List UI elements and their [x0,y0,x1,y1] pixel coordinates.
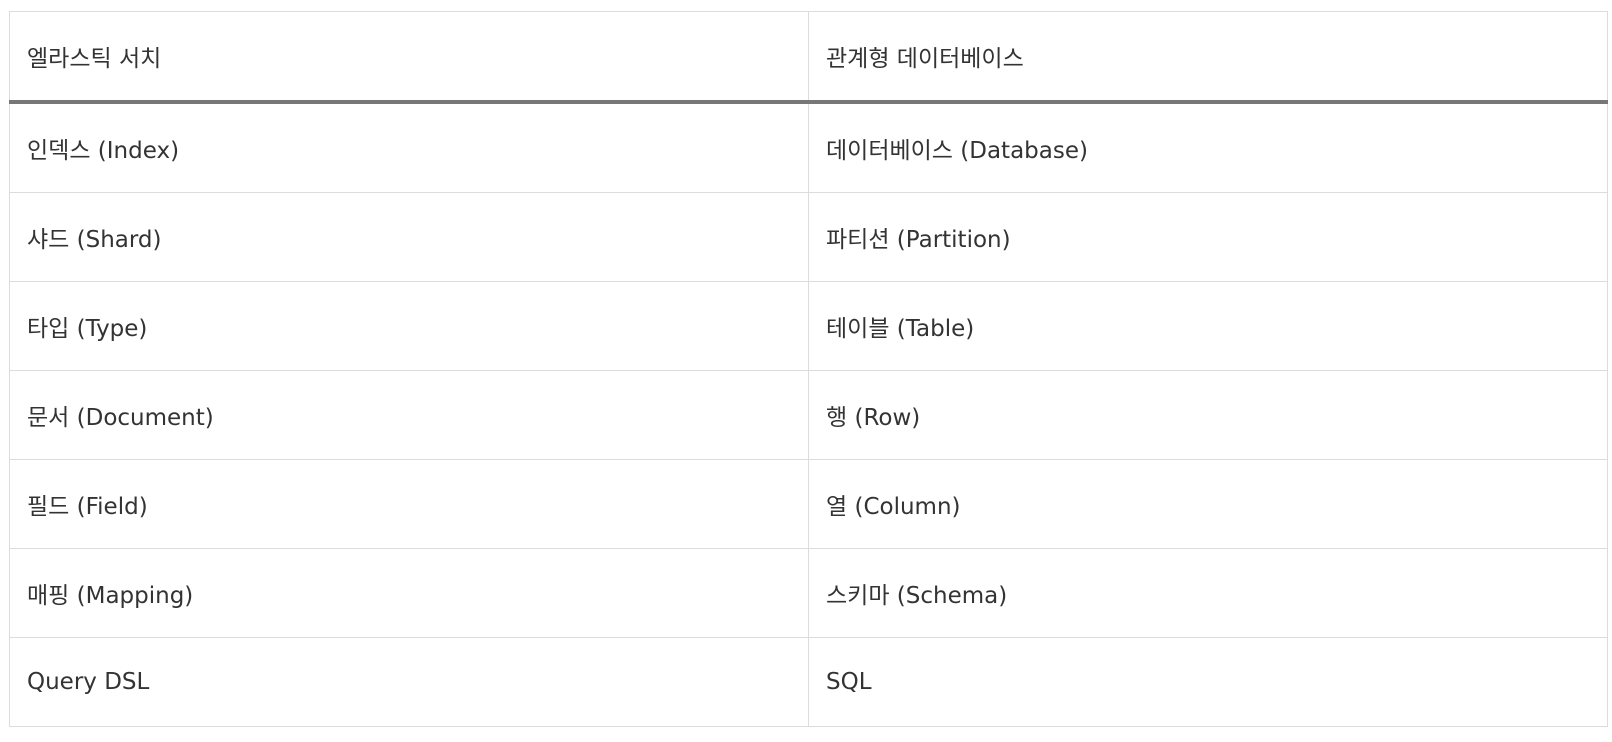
cell-rdb-term: 데이터베이스 (Database) [808,101,1608,193]
table-body: 인덱스 (Index) 데이터베이스 (Database) 샤드 (Shard)… [9,101,1608,727]
cell-elasticsearch-term: 샤드 (Shard) [9,192,809,282]
cell-elasticsearch-term: 타입 (Type) [9,281,809,371]
comparison-table: 엘라스틱 서치 관계형 데이터베이스 인덱스 (Index) 데이터베이스 (D… [9,11,1608,727]
table-header: 엘라스틱 서치 관계형 데이터베이스 [9,11,1608,104]
cell-rdb-term: 파티션 (Partition) [808,192,1608,282]
header-relational-database: 관계형 데이터베이스 [808,11,1608,104]
table-row: 타입 (Type) 테이블 (Table) [9,281,1608,371]
cell-rdb-term: 스키마 (Schema) [808,548,1608,638]
cell-elasticsearch-term: Query DSL [9,637,809,727]
cell-elasticsearch-term: 매핑 (Mapping) [9,548,809,638]
cell-rdb-term: 테이블 (Table) [808,281,1608,371]
table-row: Query DSL SQL [9,637,1608,727]
table-row: 필드 (Field) 열 (Column) [9,459,1608,549]
table-row: 샤드 (Shard) 파티션 (Partition) [9,192,1608,282]
cell-rdb-term: SQL [808,637,1608,727]
comparison-table-container: 엘라스틱 서치 관계형 데이터베이스 인덱스 (Index) 데이터베이스 (D… [9,11,1608,727]
cell-rdb-term: 열 (Column) [808,459,1608,549]
cell-elasticsearch-term: 인덱스 (Index) [9,101,809,193]
table-row: 인덱스 (Index) 데이터베이스 (Database) [9,101,1608,193]
cell-elasticsearch-term: 필드 (Field) [9,459,809,549]
table-row: 문서 (Document) 행 (Row) [9,370,1608,460]
cell-elasticsearch-term: 문서 (Document) [9,370,809,460]
table-row: 매핑 (Mapping) 스키마 (Schema) [9,548,1608,638]
header-elasticsearch: 엘라스틱 서치 [9,11,809,104]
cell-rdb-term: 행 (Row) [808,370,1608,460]
header-row: 엘라스틱 서치 관계형 데이터베이스 [9,11,1608,104]
